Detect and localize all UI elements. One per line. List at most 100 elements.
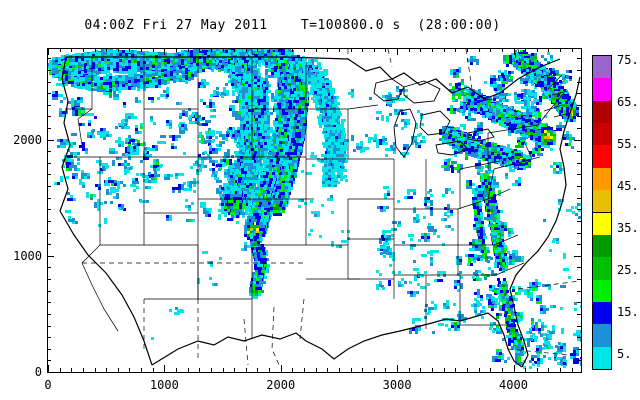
colorbar-tick-label: 55.	[617, 137, 639, 151]
y-axis-label: 1000	[13, 248, 42, 263]
y-tick	[47, 372, 54, 373]
y-tick	[47, 197, 51, 199]
x-tick	[385, 368, 387, 372]
x-tick	[222, 368, 224, 372]
colorbar-band-10-15	[593, 324, 611, 348]
x-tick-top	[560, 48, 562, 52]
y-tick-right	[577, 290, 581, 292]
x-tick-top	[48, 48, 49, 55]
x-tick-top	[455, 48, 457, 52]
x-tick-top	[525, 48, 527, 52]
x-tick	[304, 368, 306, 372]
map-boundary	[305, 312, 523, 368]
map-boundary	[77, 57, 93, 146]
x-tick-top	[408, 48, 410, 52]
x-tick	[432, 368, 434, 372]
x-axis-label: 3000	[382, 378, 412, 392]
map-boundary	[306, 108, 349, 160]
x-tick-top	[129, 48, 131, 52]
x-tick-top	[71, 48, 73, 52]
x-tick	[269, 368, 271, 372]
map-boundary	[299, 298, 305, 340]
colorbar-band-15-20	[593, 301, 611, 326]
colorbar-band-25-30	[593, 257, 611, 281]
map-boundary	[465, 49, 473, 90]
x-tick-top	[245, 48, 247, 52]
y-tick-right	[577, 93, 581, 95]
map-boundary	[553, 112, 571, 118]
colorbar-tick-label: 5.	[617, 347, 632, 361]
y-tick-right	[577, 197, 581, 199]
y-tick	[47, 337, 51, 339]
x-tick-top	[513, 48, 515, 55]
y-tick	[47, 116, 51, 118]
colorbar-band-30-35	[593, 234, 611, 259]
x-tick	[129, 368, 131, 372]
x-axis-label: 1000	[149, 378, 179, 392]
x-tick	[234, 368, 236, 372]
plot-area	[47, 48, 582, 373]
x-tick	[362, 368, 364, 372]
x-tick-top	[315, 48, 317, 52]
x-tick-top	[571, 48, 573, 52]
x-tick	[164, 365, 166, 372]
y-tick-right	[577, 313, 581, 315]
x-tick-top	[187, 48, 189, 52]
colorbar-band-60-65	[593, 100, 611, 125]
y-tick-right	[577, 116, 581, 118]
map-boundary	[547, 74, 563, 90]
colorbar-tick-label: 35.	[617, 221, 639, 235]
y-tick	[47, 348, 51, 350]
x-tick-top	[490, 48, 492, 52]
colorbar-band-55-60	[593, 123, 611, 147]
y-tick-right	[577, 209, 581, 211]
map-boundary	[435, 140, 469, 156]
map-boundary	[517, 280, 581, 290]
map-boundary	[271, 306, 281, 368]
x-tick	[338, 368, 340, 372]
x-tick	[455, 368, 457, 372]
x-tick	[141, 368, 143, 372]
x-tick-top	[141, 48, 143, 52]
x-tick-top	[199, 48, 201, 52]
x-tick-top	[478, 48, 480, 52]
reflectivity-field	[48, 49, 581, 369]
x-tick-top	[397, 48, 399, 55]
x-tick	[280, 365, 282, 372]
radar-map-canvas	[48, 49, 581, 369]
x-tick	[443, 368, 445, 372]
y-tick	[47, 162, 51, 164]
x-tick-top	[304, 48, 306, 52]
y-tick	[47, 93, 51, 95]
x-tick-top	[536, 48, 538, 52]
x-tick	[560, 368, 562, 372]
x-tick	[94, 368, 96, 372]
x-tick	[466, 368, 468, 372]
y-tick-right	[577, 232, 581, 234]
y-axis-label: 2000	[13, 132, 42, 147]
y-tick	[47, 267, 51, 269]
x-tick-top	[94, 48, 96, 52]
x-tick-top	[385, 48, 387, 52]
x-tick	[490, 368, 492, 372]
y-tick	[47, 139, 54, 141]
x-tick	[350, 368, 352, 372]
x-tick-top	[257, 48, 259, 52]
map-boundary	[537, 92, 565, 126]
map-boundary	[487, 168, 495, 200]
map-boundary	[393, 108, 417, 158]
y-tick	[47, 325, 51, 327]
x-tick-top	[280, 48, 282, 55]
colorbar-tick-label: 75.	[617, 53, 639, 67]
colorbar-band-35-40	[593, 212, 611, 236]
y-tick	[47, 151, 51, 153]
figure-title: 04:00Z Fri 27 May 2011 T=100800.0 s (28:…	[84, 18, 501, 33]
y-tick-right	[577, 279, 581, 281]
y-tick	[47, 279, 51, 281]
map-boundary	[523, 140, 533, 160]
colorbar-tick-label: 25.	[617, 263, 639, 277]
colorbar-band-70-75	[593, 56, 611, 80]
y-tick	[47, 313, 51, 315]
map-boundary	[419, 110, 451, 136]
